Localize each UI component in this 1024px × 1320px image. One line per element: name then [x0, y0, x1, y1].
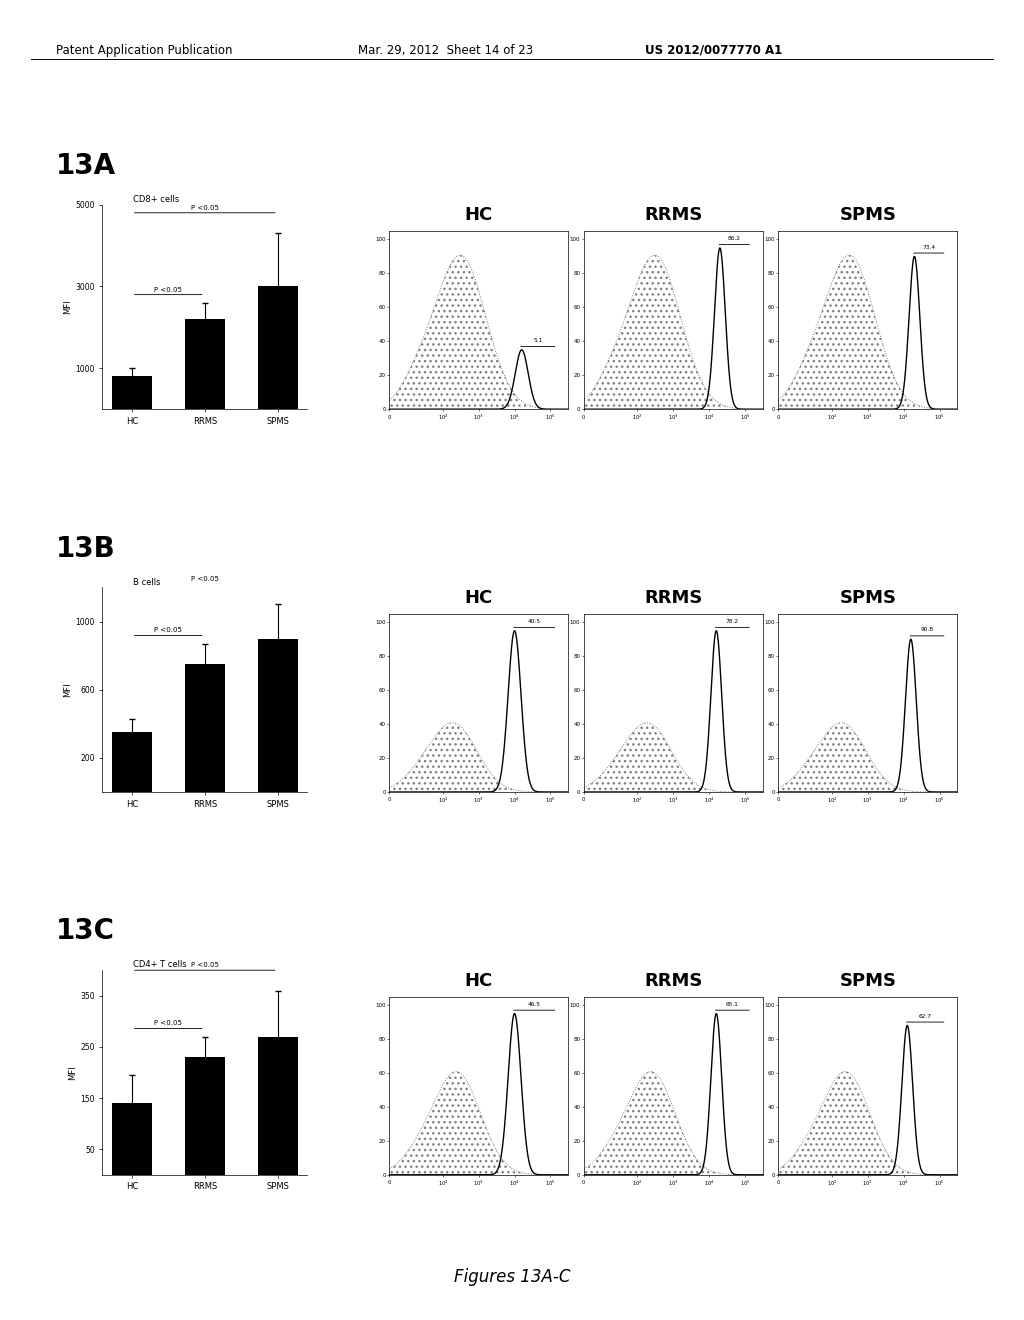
Bar: [258, 639, 298, 792]
Text: 13B: 13B: [56, 535, 116, 562]
Text: HC: HC: [465, 589, 493, 607]
Text: SPMS: SPMS: [840, 589, 896, 607]
Text: US 2012/0077770 A1: US 2012/0077770 A1: [645, 44, 782, 57]
Text: 90.8: 90.8: [921, 627, 934, 632]
Text: HC: HC: [465, 972, 493, 990]
Y-axis label: MFI: MFI: [63, 300, 73, 314]
Text: Figures 13A-C: Figures 13A-C: [454, 1267, 570, 1286]
Text: 13A: 13A: [56, 152, 117, 180]
Bar: [184, 1057, 225, 1175]
Bar: [184, 319, 225, 409]
Text: SPMS: SPMS: [840, 206, 896, 224]
Bar: [112, 376, 152, 409]
Text: B cells: B cells: [133, 578, 161, 586]
Text: Patent Application Publication: Patent Application Publication: [56, 44, 232, 57]
Text: RRMS: RRMS: [644, 206, 702, 224]
Text: RRMS: RRMS: [644, 972, 702, 990]
Bar: [258, 1036, 298, 1175]
Text: HC: HC: [465, 206, 493, 224]
Text: P <0.05: P <0.05: [190, 962, 219, 968]
Text: RRMS: RRMS: [644, 589, 702, 607]
Bar: [258, 286, 298, 409]
Text: 86.2: 86.2: [728, 236, 740, 242]
Y-axis label: MFI: MFI: [63, 682, 73, 697]
Text: 13C: 13C: [56, 917, 116, 945]
Text: SPMS: SPMS: [840, 972, 896, 990]
Text: P <0.05: P <0.05: [155, 286, 182, 293]
Text: 62.7: 62.7: [919, 1014, 932, 1019]
Text: CD4+ T cells: CD4+ T cells: [133, 961, 186, 969]
Text: CD8+ cells: CD8+ cells: [133, 195, 179, 203]
Text: P <0.05: P <0.05: [155, 1020, 182, 1027]
Text: 46.5: 46.5: [527, 1002, 541, 1007]
Bar: [112, 1104, 152, 1175]
Bar: [184, 664, 225, 792]
Text: 40.5: 40.5: [527, 619, 541, 624]
Text: Mar. 29, 2012  Sheet 14 of 23: Mar. 29, 2012 Sheet 14 of 23: [358, 44, 534, 57]
Text: 5.1: 5.1: [534, 338, 543, 343]
Text: 73.4: 73.4: [923, 244, 935, 249]
Y-axis label: MFI: MFI: [69, 1065, 78, 1080]
Text: 78.2: 78.2: [726, 619, 739, 624]
Text: P <0.05: P <0.05: [190, 205, 219, 211]
Text: P <0.05: P <0.05: [155, 627, 182, 634]
Bar: [112, 733, 152, 792]
Text: P <0.05: P <0.05: [190, 576, 219, 582]
Text: 65.1: 65.1: [726, 1002, 739, 1007]
